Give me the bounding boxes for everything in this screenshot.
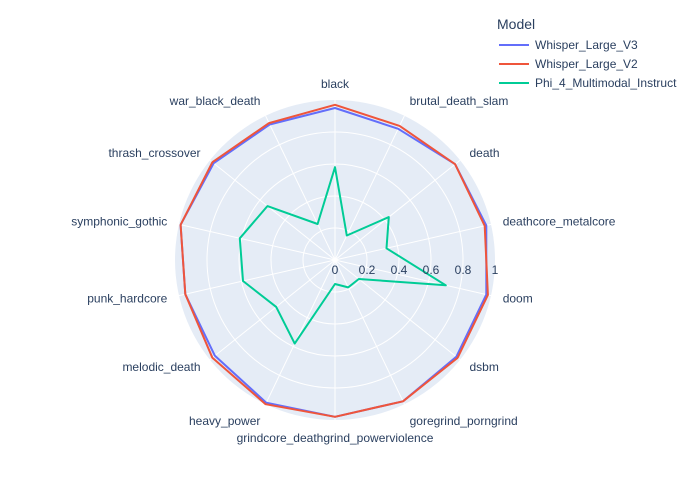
legend-item[interactable]: Whisper_Large_V3 [499,38,638,52]
category-label: deathcore_metalcore [503,215,616,229]
radial-tick-label: 0.8 [455,263,472,277]
category-label: black [321,77,350,91]
grid-spoke [334,223,492,261]
legend-item[interactable]: Phi_4_Multimodal_Instruct [499,76,677,90]
legend-label: Phi_4_Multimodal_Instruct [535,76,677,90]
grid-spoke [209,159,336,261]
grid-spoke [265,115,336,261]
polar-grid [175,100,495,420]
category-label: symphonic_gothic [71,215,167,229]
grid-spoke [178,259,336,297]
legend-item[interactable]: Whisper_Large_V2 [499,57,638,71]
radial-tick-label: 0 [332,263,339,277]
category-label: doom [503,291,533,305]
grid-spoke [178,223,336,261]
grid-spoke [334,259,461,361]
category-label: dsbm [470,360,499,374]
category-label: grindcore_deathgrind_powerviolence [237,431,434,445]
series-traces [179,103,489,418]
series-line-phi-4-multimodal-instruct[interactable] [238,166,447,345]
grid-spoke [334,259,405,405]
category-label: thrash_crossover [108,146,200,160]
radial-tick-label: 0.2 [359,263,376,277]
legend-label: Whisper_Large_V3 [535,38,638,52]
radial-tick-label: 0.6 [423,263,440,277]
series-line-whisper-large-v2[interactable] [179,103,489,418]
grid-spoke [265,259,336,405]
category-label: heavy_power [189,414,260,428]
grid-spoke [334,259,492,297]
grid-spoke [334,159,461,261]
radial-tick-label: 0.4 [391,263,408,277]
radial-tick-labels: 0 0.2 0.4 0.6 0.8 1 [332,263,499,277]
category-label: brutal_death_slam [410,94,509,108]
category-label: goregrind_porngrind [410,414,518,428]
category-label: punk_hardcore [87,291,167,305]
category-label: war_black_death [169,94,261,108]
legend-label: Whisper_Large_V2 [535,57,638,71]
category-label: death [470,146,500,160]
legend-title: Model [497,16,535,32]
legend[interactable]: Model Whisper_Large_V3 Whisper_Large_V2 Ph… [497,16,677,90]
grid-spoke [209,259,336,361]
radial-tick-label: 1 [492,263,499,277]
category-label: melodic_death [122,360,200,374]
